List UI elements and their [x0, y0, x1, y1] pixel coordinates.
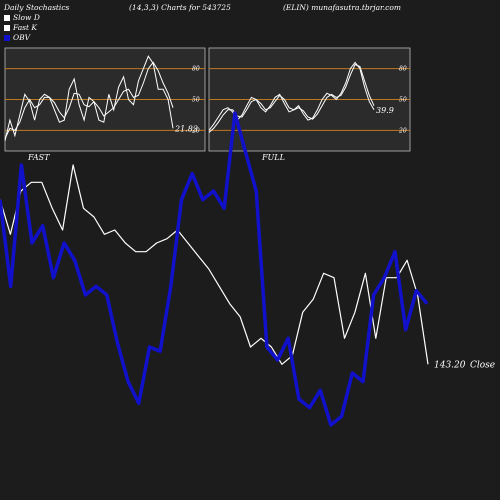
y-tick-label: 20 — [398, 127, 407, 134]
series-fast-k — [4, 55, 174, 141]
obv-line — [0, 111, 429, 427]
y-tick-label: 20 — [191, 127, 200, 134]
legend-item-fast-k: Fast K — [4, 23, 37, 32]
stoch-panel-full: 20 50 80 39.9 FULL — [208, 47, 411, 162]
series-slow-d — [4, 61, 174, 139]
y-tick-label: 50 — [399, 97, 407, 104]
y-tick-label: 50 — [192, 97, 200, 104]
legend-swatch-slow-d — [4, 14, 10, 21]
obv-price-chart: 143.20 Close — [0, 111, 495, 427]
last-value-label: 39.9 — [376, 106, 394, 115]
panel-label: FAST — [27, 153, 50, 162]
price-line — [0, 164, 429, 365]
legend-label-obv: OBV — [13, 33, 31, 42]
panel-label: FULL — [261, 153, 285, 162]
legend-item-slow-d: Slow D — [4, 13, 40, 22]
y-tick-label: 80 — [192, 66, 200, 73]
legend-label-fast-k: Fast K — [13, 23, 38, 32]
chart-symbol: (ELIN) munafasutra.tbrjar.com — [283, 3, 402, 12]
stoch-panel-fast: 20 50 80 21.83 FAST — [4, 47, 206, 162]
legend-swatch-fast-k — [4, 24, 10, 31]
y-tick-label: 80 — [399, 66, 407, 73]
legend-swatch-obv — [4, 34, 10, 41]
chart-params: (14,3,3) Charts for 543725 — [129, 3, 231, 12]
legend-item-obv: OBV — [4, 33, 30, 42]
close-label: Close — [470, 360, 495, 370]
chart-title: Daily Stochastics — [4, 3, 70, 12]
legend-label-slow-d: Slow D — [13, 13, 40, 22]
price-last-value-label: 143.20 — [434, 360, 466, 370]
last-value-label: 21.83 — [174, 124, 198, 133]
